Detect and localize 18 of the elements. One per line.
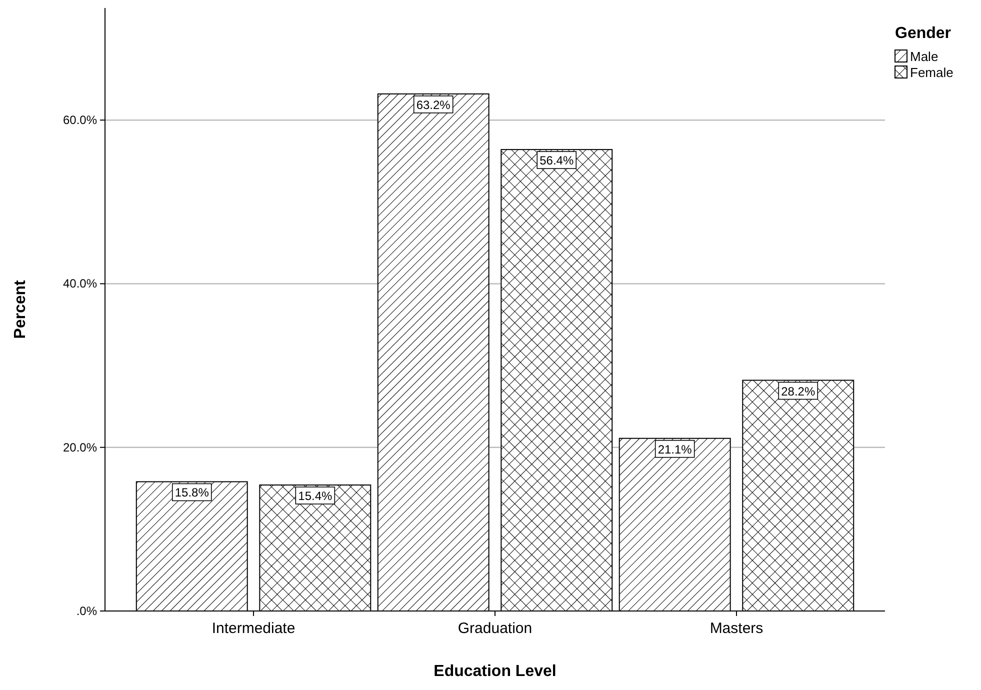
y-tick-label: 60.0%: [62, 113, 98, 128]
legend-label: Male: [910, 49, 938, 64]
y-tick-label: .0%: [76, 604, 98, 618]
legend-label: Female: [910, 65, 954, 80]
x-tick-label: Masters: [710, 620, 764, 637]
data-label: 21.1%: [658, 442, 692, 456]
y-tick-label: 20.0%: [62, 440, 98, 454]
x-tick-label: Graduation: [458, 620, 532, 637]
data-label: 63.2%: [416, 98, 451, 112]
y-axis-title: Percent: [12, 279, 29, 339]
data-label: 15.8%: [174, 486, 210, 500]
legend-title: Gender: [895, 25, 952, 42]
data-label: 15.4%: [298, 489, 332, 503]
data-label: 56.4%: [540, 154, 574, 168]
y-tick-label: 40.0%: [62, 276, 98, 291]
x-tick-label: Intermediate: [212, 620, 296, 637]
data-label: 28.2%: [781, 384, 816, 398]
x-axis-title: Education Level: [434, 663, 556, 680]
